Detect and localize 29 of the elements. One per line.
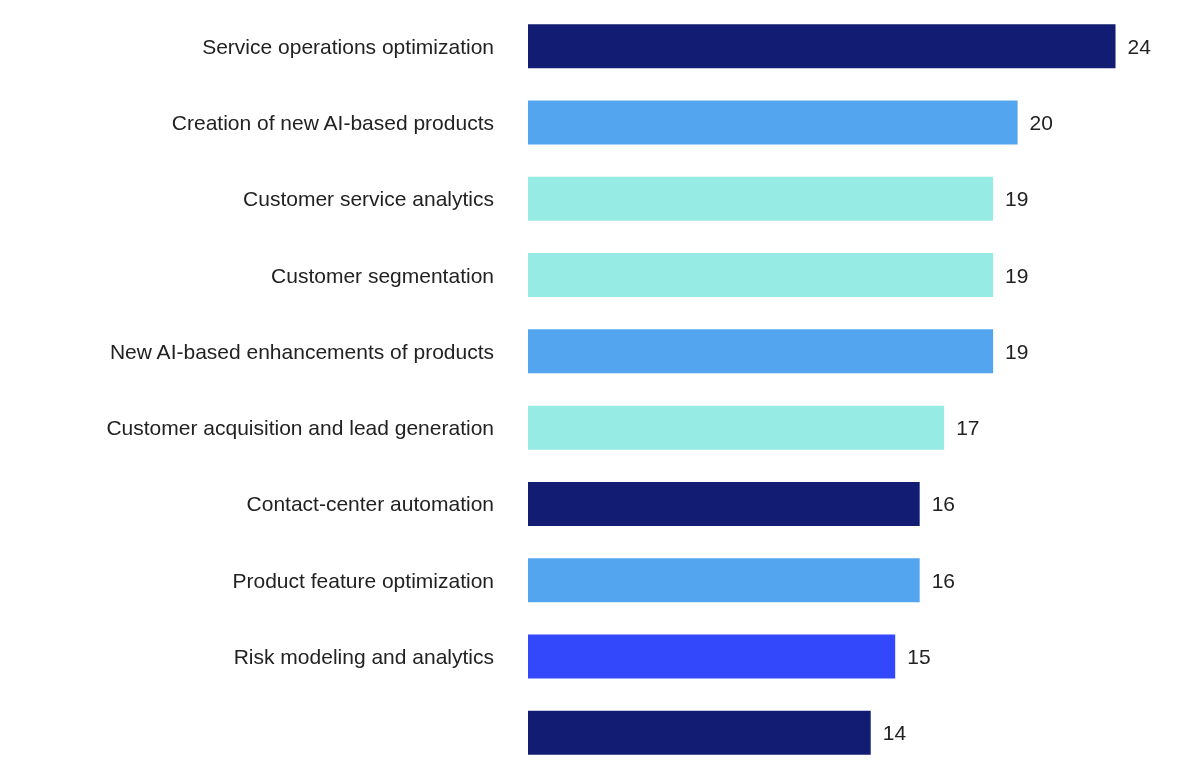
data-label: 15 — [907, 645, 931, 669]
data-label: 16 — [931, 568, 956, 592]
y-tick-label: Customer service analytics — [243, 187, 494, 211]
data-label: 20 — [1029, 110, 1053, 134]
bar — [528, 329, 994, 374]
y-tick-label: New AI-based enhancements of products — [109, 339, 494, 363]
data-label: 16 — [931, 492, 956, 516]
data-label: 17 — [956, 416, 980, 440]
bar — [528, 405, 945, 450]
bar — [528, 558, 920, 603]
y-tick-label: Contact-center automation — [246, 492, 494, 516]
data-label: 14 — [882, 721, 907, 745]
y-tick-label: Customer acquisition and lead generation — [106, 416, 494, 440]
y-tick-label: Customer segmentation — [271, 263, 494, 287]
bar — [528, 710, 871, 755]
y-tick-label: Product feature optimization — [232, 568, 494, 592]
bar — [528, 176, 994, 221]
bar — [528, 634, 896, 679]
data-label: 19 — [1005, 187, 1029, 211]
y-tick-label: Service operations optimization — [202, 34, 494, 58]
y-tick-label: Creation of new AI-based products — [171, 110, 494, 134]
bar — [528, 481, 920, 526]
bar — [528, 100, 1018, 145]
data-label: 24 — [1127, 34, 1152, 58]
data-label: 19 — [1005, 339, 1029, 363]
bar — [528, 253, 994, 298]
y-tick-label: Risk modeling and analytics — [233, 645, 494, 669]
bar — [528, 24, 1116, 69]
data-label: 19 — [1005, 263, 1029, 287]
